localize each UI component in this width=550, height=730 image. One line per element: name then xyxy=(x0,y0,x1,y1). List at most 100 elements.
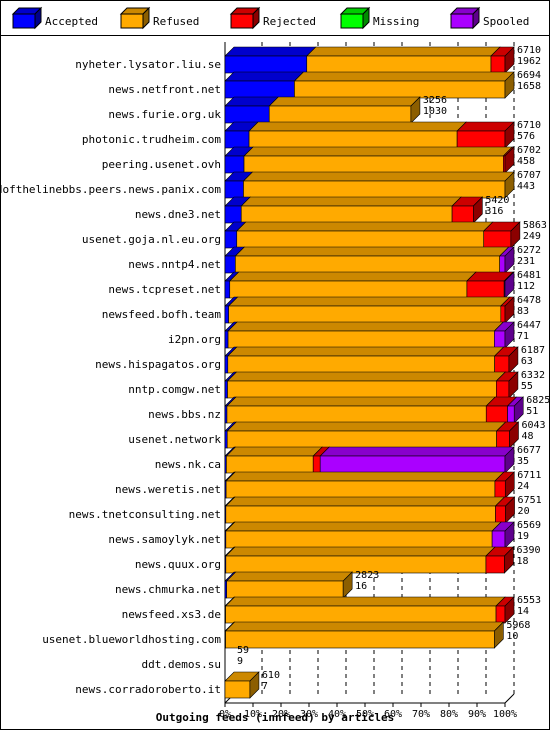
bar-segment-refused xyxy=(294,80,506,99)
x-tick-label: 20% xyxy=(272,709,290,720)
bar-segment-refused xyxy=(225,530,493,549)
offered-count-label: 6553 xyxy=(517,595,541,606)
bar-segment-rejected xyxy=(495,605,506,624)
bar-segment-rejected xyxy=(451,205,474,224)
bar-segment-rejected xyxy=(485,405,508,424)
bar-segment-accepted xyxy=(224,430,228,449)
category-label: nntp.comgw.net xyxy=(128,383,221,396)
bar-top-refused xyxy=(229,271,477,282)
bar-top-refused xyxy=(227,321,505,332)
category-label: news.netfront.net xyxy=(108,83,221,96)
x-tick-label: 50% xyxy=(356,709,374,720)
category-label: news.tnetconsulting.net xyxy=(69,508,221,521)
bar-segment-refused xyxy=(240,205,453,224)
bar-segment-spooled xyxy=(491,530,506,549)
x-tick-label: 100% xyxy=(493,709,517,720)
category-label: news.chmurka.net xyxy=(115,583,221,596)
accepted-count-label: 71 xyxy=(517,331,529,342)
accepted-count-label: 458 xyxy=(517,156,535,167)
bar-side xyxy=(504,121,515,149)
bar-segment-refused xyxy=(225,630,495,649)
accepted-count-label: 16 xyxy=(355,581,367,592)
bar-segment-accepted xyxy=(224,205,242,224)
bar-side xyxy=(504,521,515,549)
offered-count-label: 6702 xyxy=(517,145,541,156)
bar-top-refused xyxy=(225,471,505,482)
bar-segment-refused xyxy=(225,605,497,624)
bar-segment-rejected xyxy=(494,355,510,374)
bar-segment-refused xyxy=(306,55,492,74)
x-tick-label: 30% xyxy=(300,709,318,720)
accepted-count-label: 9 xyxy=(237,656,243,667)
offered-count-label: 2823 xyxy=(355,570,379,581)
accepted-count-label: 316 xyxy=(485,206,503,217)
bar-top-refused xyxy=(242,171,515,182)
bar-side xyxy=(505,496,515,524)
category-label: nyheter.lysator.liu.se xyxy=(75,58,221,71)
category-label: usenet.network xyxy=(128,433,221,446)
accepted-count-label: 443 xyxy=(517,181,535,192)
bar-segment-refused xyxy=(236,230,485,249)
legend-swatch-rejected xyxy=(230,13,254,29)
offered-count-label: 6043 xyxy=(521,420,545,431)
offered-count-label: 3256 xyxy=(423,95,447,106)
bar-segment-accepted xyxy=(224,255,236,274)
x-axis: 0% 10% 20% 30% 40% 50% 60% 70% 80% 90% 100% xyxy=(219,703,517,720)
offered-count-label: 6677 xyxy=(517,445,541,456)
offered-count-label: 6710 xyxy=(517,120,541,131)
accepted-count-label: 19 xyxy=(517,531,529,542)
offered-count-label: 6710 xyxy=(517,45,541,56)
bar-segment-rejected xyxy=(495,505,506,524)
legend-label-missing: Missing xyxy=(373,15,419,28)
bar-segment-rejected xyxy=(485,555,505,574)
bar-top-refused xyxy=(226,371,507,382)
offered-count-label: 6478 xyxy=(517,295,541,306)
bar-segment-accepted xyxy=(224,80,295,99)
bar-segment-accepted xyxy=(224,330,229,349)
bar-segment-rejected xyxy=(496,380,510,399)
bar-segment-refused xyxy=(248,130,458,149)
x-tick-label: 60% xyxy=(384,709,402,720)
bar-segment-accepted xyxy=(224,280,231,299)
category-labels: nyheter.lysator.liu.se news.netfront.net n… xyxy=(0,58,221,696)
bar-segment-refused xyxy=(226,580,344,599)
bar-top-refused xyxy=(293,71,515,82)
bar-segment-accepted xyxy=(224,130,250,149)
bar-top-refused xyxy=(227,296,511,307)
bar-top-refused xyxy=(225,521,502,532)
legend-label-spooled: Spooled xyxy=(483,15,529,28)
bar-side xyxy=(504,546,514,574)
x-axis-depth-right xyxy=(504,693,515,704)
bar-segment-refused xyxy=(226,405,487,424)
bar-segment-refused xyxy=(229,280,468,299)
category-label: news.nntp4.net xyxy=(128,258,221,271)
bar-segment-accepted xyxy=(224,230,238,249)
bar-side xyxy=(504,296,515,324)
offered-count-label: 5420 xyxy=(485,195,509,206)
bar-segment-spooled xyxy=(494,330,506,349)
category-label: news.bbs.nz xyxy=(148,408,221,421)
accepted-count-label: 51 xyxy=(526,406,538,417)
bar-segment-spooled xyxy=(319,455,506,474)
offered-count-label: 6569 xyxy=(517,520,541,531)
x-tick-label: 70% xyxy=(412,709,430,720)
bar-top-refused xyxy=(226,421,507,432)
offered-count-label: 6447 xyxy=(517,320,541,331)
bar-top-refused xyxy=(306,46,501,57)
bar-segment-accepted xyxy=(224,305,229,324)
bar-side xyxy=(504,246,515,274)
legend-swatch-side-refused xyxy=(142,6,150,30)
bar-top-accepted xyxy=(224,71,305,82)
category-label: usenet.blueworldhosting.com xyxy=(42,633,221,646)
bar-side xyxy=(509,421,519,449)
bar-top-refused xyxy=(224,596,506,607)
accepted-count-label: 576 xyxy=(517,131,535,142)
bar-segment-refused xyxy=(226,430,497,449)
category-label: news.corradoroberto.it xyxy=(75,683,221,696)
bar-segment-accepted xyxy=(224,180,244,199)
category-label: newsfeed.bofh.team xyxy=(102,308,222,321)
bar-side xyxy=(510,221,521,249)
accepted-count-label: 24 xyxy=(517,481,529,492)
category-label: news.hispagatos.org xyxy=(95,358,221,371)
